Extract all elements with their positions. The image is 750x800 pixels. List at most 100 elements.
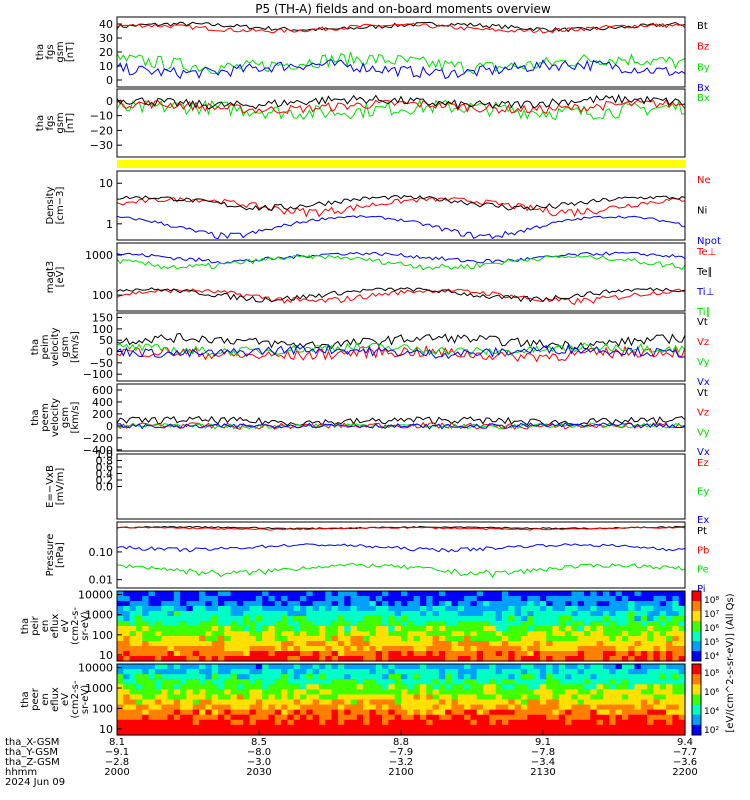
heat-cell [388, 596, 396, 602]
heat-cell [230, 636, 238, 642]
heat-cell [363, 616, 371, 622]
heat-cell [628, 689, 636, 696]
heat-cell [419, 641, 427, 647]
heat-cell [457, 679, 465, 685]
heat-cell [602, 631, 610, 637]
heat-cell [621, 704, 629, 711]
heat-cell [451, 656, 459, 662]
heat-cell [419, 704, 427, 711]
heat-cell [199, 616, 206, 622]
y-tick-label: 100 [92, 702, 113, 715]
heat-cell [281, 621, 288, 627]
heat-cell [312, 621, 320, 627]
y-tick-label: 50 [99, 334, 113, 347]
heat-cell [558, 596, 566, 602]
heat-cell [243, 709, 251, 716]
heat-cell [602, 704, 610, 711]
heat-cell [148, 684, 156, 690]
x-tick-x: 8.8 [393, 737, 409, 748]
heat-cell [388, 664, 396, 670]
heat-cell [350, 656, 358, 662]
heat-cell [192, 674, 200, 680]
heat-cell [571, 714, 579, 721]
heat-cell [167, 674, 175, 680]
heat-cell [350, 591, 358, 597]
heat-cell [388, 669, 396, 675]
heat-cell [363, 606, 371, 612]
heat-cell [236, 704, 244, 711]
heat-cell [413, 641, 421, 647]
heat-cell [558, 606, 566, 612]
series-line-Vy [116, 341, 686, 358]
heat-cell [224, 616, 232, 622]
heat-cell [672, 626, 680, 632]
heat-cell [520, 596, 528, 602]
heat-cell [154, 679, 162, 685]
heat-cell [457, 641, 465, 647]
heat-cell [180, 684, 188, 690]
heat-cell [293, 719, 301, 726]
heat-cell [293, 636, 301, 642]
heat-cell [274, 621, 282, 627]
heat-cell [268, 729, 276, 736]
heat-cell [678, 719, 686, 726]
heat-cell [394, 611, 402, 617]
heat-cell [394, 719, 402, 726]
heat-cell [369, 631, 377, 637]
heat-cell [621, 626, 629, 632]
heat-cell [142, 646, 150, 652]
heat-cell [382, 626, 389, 632]
heat-cell [653, 679, 661, 685]
heat-cell [533, 626, 541, 632]
heat-cell [470, 641, 478, 647]
heat-cell [647, 636, 655, 642]
heat-cell [571, 724, 579, 731]
heat-cell [615, 709, 623, 716]
heat-cell [401, 719, 408, 726]
y-tick-label: 100 [92, 323, 113, 336]
heat-cell [312, 704, 320, 711]
heat-cell [148, 669, 156, 675]
heat-cell [634, 596, 642, 602]
heat-cell [129, 724, 137, 731]
heat-cell [306, 689, 314, 696]
heat-cell [161, 664, 169, 670]
heat-cell [173, 719, 181, 726]
colorbar-segment [692, 664, 701, 675]
heat-cell [363, 679, 371, 685]
heat-cell [621, 724, 629, 731]
heat-cell [514, 626, 522, 632]
heat-cell [672, 616, 680, 622]
heat-cell [199, 709, 206, 716]
heat-cell [520, 631, 528, 637]
heat-cell [678, 656, 686, 662]
heat-cell [344, 656, 352, 662]
heat-cell [501, 626, 509, 632]
heat-cell [464, 621, 472, 627]
heat-cell [350, 596, 358, 602]
heat-cell [148, 679, 156, 685]
heat-cell [426, 714, 434, 721]
heat-cell [337, 689, 345, 696]
heat-cell [337, 684, 345, 690]
heat-cell [337, 601, 345, 607]
heat-cell [445, 611, 453, 617]
heat-cell [394, 669, 402, 675]
heat-cell [312, 601, 320, 607]
heat-cell [287, 596, 295, 602]
x-row-label: tha_Z-GSM [5, 757, 60, 768]
heat-cell [659, 656, 667, 662]
heat-cell [300, 656, 307, 662]
heat-cell [325, 714, 333, 721]
heat-cell [224, 591, 232, 597]
heat-cell [621, 689, 629, 696]
heat-cell [344, 641, 352, 647]
heat-cell [419, 664, 427, 670]
heat-cell [249, 714, 257, 721]
heat-cell [274, 651, 282, 657]
heat-cell [331, 704, 339, 711]
heat-cell [394, 699, 402, 706]
heat-cell [369, 669, 377, 675]
heat-cell [135, 606, 143, 612]
heat-cell [129, 699, 137, 706]
